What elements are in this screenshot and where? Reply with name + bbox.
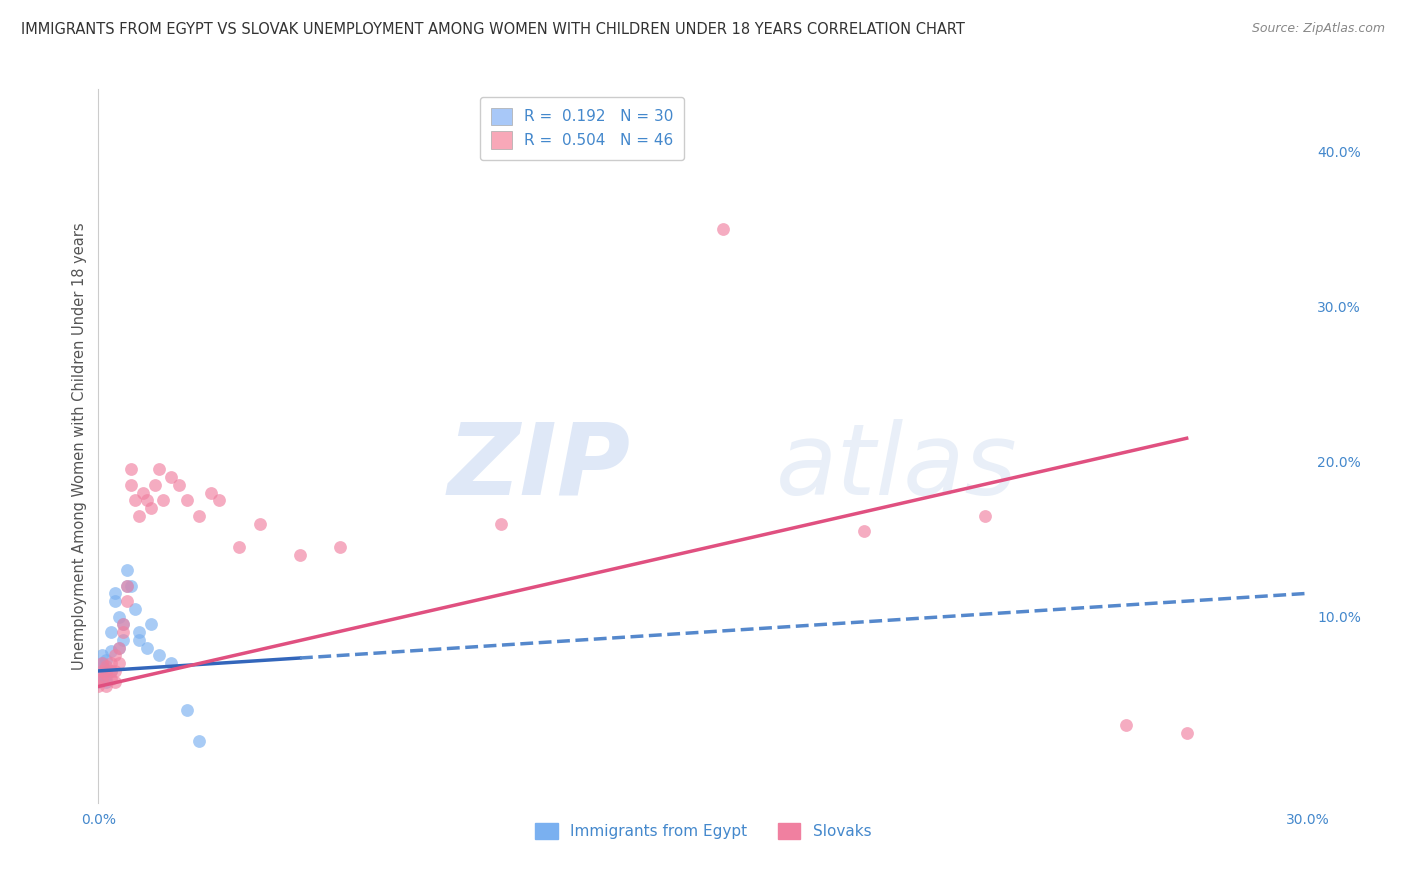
Text: IMMIGRANTS FROM EGYPT VS SLOVAK UNEMPLOYMENT AMONG WOMEN WITH CHILDREN UNDER 18 : IMMIGRANTS FROM EGYPT VS SLOVAK UNEMPLOY…: [21, 22, 965, 37]
Point: [160, 470, 183, 484]
Point: [103, 594, 125, 608]
Point: [87, 680, 110, 694]
Point: [128, 508, 150, 523]
Point: [91, 672, 114, 686]
Point: [120, 462, 142, 476]
Point: [87, 674, 110, 689]
Point: [96, 667, 118, 681]
Point: [188, 508, 211, 523]
Point: [176, 493, 198, 508]
Point: [120, 477, 142, 491]
Point: [1175, 726, 1198, 740]
Legend: Immigrants from Egypt, Slovaks: Immigrants from Egypt, Slovaks: [529, 817, 877, 845]
Point: [135, 640, 157, 655]
Point: [128, 625, 150, 640]
Point: [107, 656, 129, 670]
Point: [91, 659, 114, 673]
Point: [103, 674, 125, 689]
Point: [96, 672, 118, 686]
Point: [87, 667, 110, 681]
Point: [111, 632, 134, 647]
Point: [120, 579, 142, 593]
Y-axis label: Unemployment Among Women with Children Under 18 years: Unemployment Among Women with Children U…: [72, 222, 87, 670]
Point: [100, 656, 122, 670]
Point: [124, 493, 146, 508]
Point: [115, 579, 138, 593]
Point: [148, 462, 170, 476]
Point: [115, 594, 138, 608]
Point: [132, 485, 155, 500]
Point: [167, 477, 190, 491]
Point: [91, 664, 114, 678]
Point: [96, 659, 118, 673]
Point: [107, 609, 129, 624]
Point: [115, 563, 138, 577]
Point: [176, 703, 198, 717]
Point: [91, 648, 114, 663]
Point: [139, 501, 162, 516]
Point: [152, 493, 174, 508]
Point: [228, 540, 250, 554]
Point: [103, 664, 125, 678]
Point: [96, 680, 118, 694]
Point: [103, 648, 125, 663]
Point: [91, 656, 114, 670]
Point: [107, 640, 129, 655]
Point: [160, 656, 183, 670]
Point: [329, 540, 352, 554]
Point: [208, 493, 231, 508]
Point: [107, 640, 129, 655]
Point: [128, 632, 150, 647]
Point: [100, 664, 122, 678]
Text: Source: ZipAtlas.com: Source: ZipAtlas.com: [1251, 22, 1385, 36]
Point: [491, 516, 513, 531]
Point: [1115, 718, 1137, 732]
Point: [711, 222, 734, 236]
Point: [87, 672, 110, 686]
Text: ZIP: ZIP: [447, 419, 630, 516]
Point: [249, 516, 271, 531]
Point: [188, 733, 211, 747]
Point: [974, 508, 997, 523]
Point: [96, 653, 118, 667]
Point: [103, 586, 125, 600]
Text: atlas: atlas: [776, 419, 1017, 516]
Point: [111, 617, 134, 632]
Point: [96, 674, 118, 689]
Point: [135, 493, 157, 508]
Point: [115, 579, 138, 593]
Point: [200, 485, 222, 500]
Point: [100, 664, 122, 678]
Point: [111, 625, 134, 640]
Point: [100, 672, 122, 686]
Point: [148, 648, 170, 663]
Point: [288, 548, 311, 562]
Point: [143, 477, 166, 491]
Point: [96, 664, 118, 678]
Point: [124, 602, 146, 616]
Point: [853, 524, 876, 539]
Point: [139, 617, 162, 632]
Point: [100, 625, 122, 640]
Point: [111, 617, 134, 632]
Point: [91, 656, 114, 670]
Point: [100, 644, 122, 658]
